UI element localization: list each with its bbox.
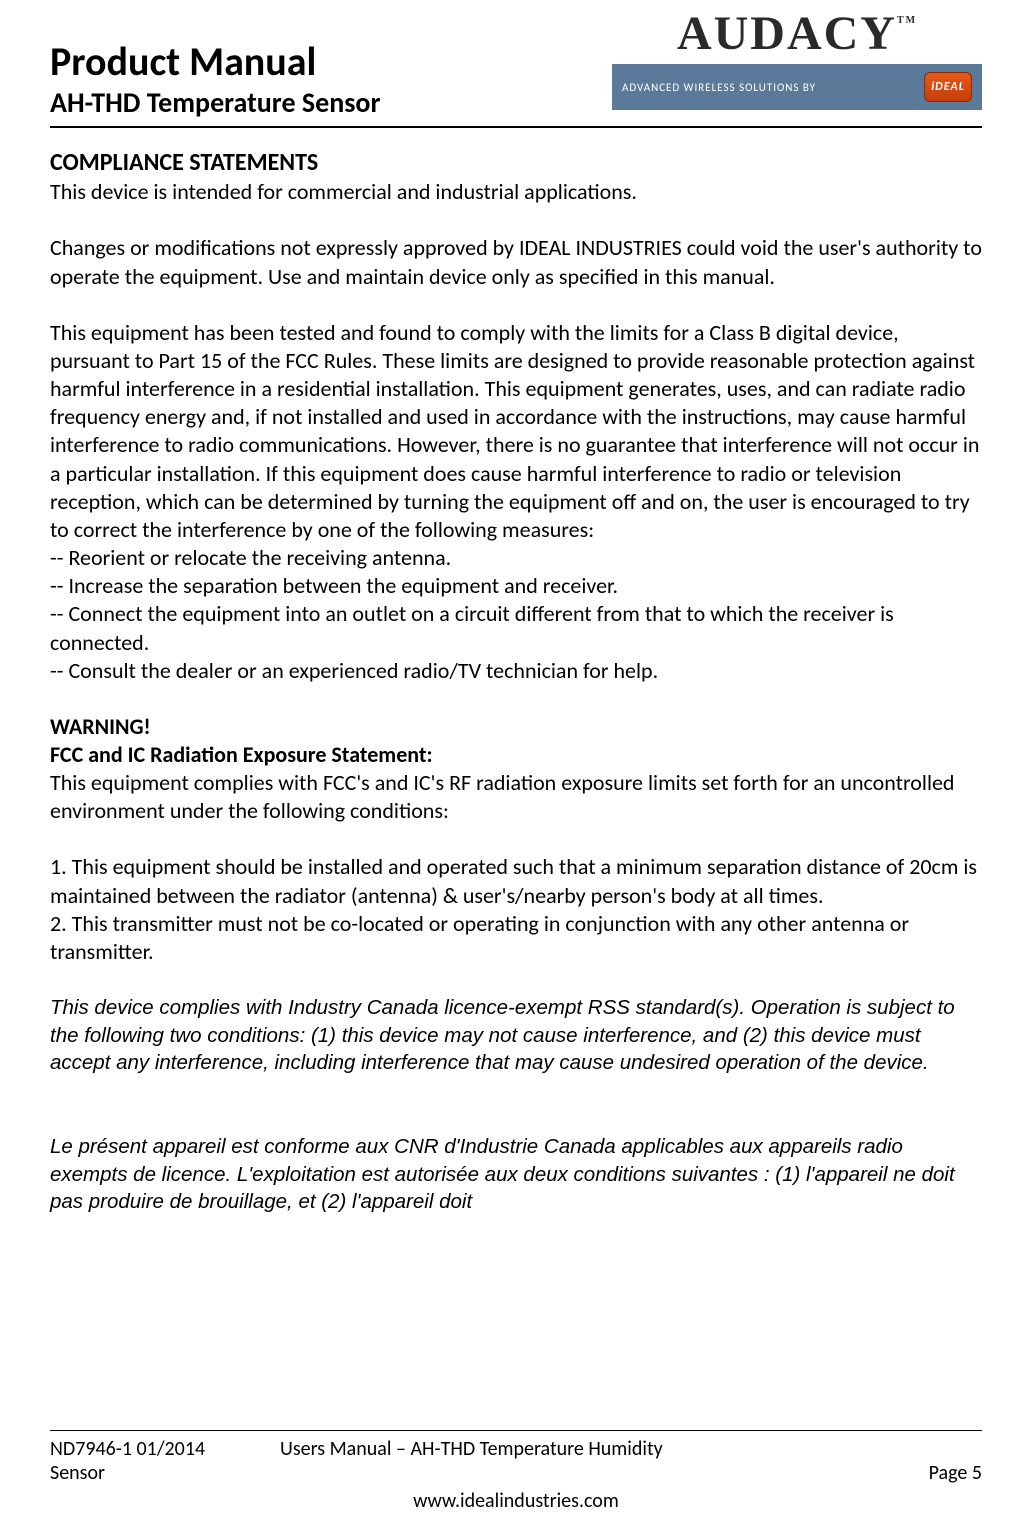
- document-title: Product Manual: [50, 40, 380, 84]
- footer-manual-title: Users Manual – AH-THD Temperature Humidi…: [280, 1437, 663, 1461]
- logo-brand-text: AUDACYTM: [612, 10, 982, 58]
- ic-statement-french: Le présent appareil est conforme aux CNR…: [50, 1133, 982, 1216]
- ic-statement-english: This device complies with Industry Canad…: [50, 994, 982, 1077]
- footer-url: www.idealindustries.com: [50, 1489, 982, 1513]
- footer-doc-id: ND7946-1 01/2014: [50, 1437, 280, 1461]
- section-heading: COMPLIANCE STATEMENTS: [50, 148, 982, 179]
- bullet-3: -- Connect the equipment into an outlet …: [50, 600, 982, 656]
- fcc-ic-paragraph: This equipment complies with FCC's and I…: [50, 769, 982, 825]
- footer-row: ND7946-1 01/2014 Users Manual – AH-THD T…: [50, 1437, 982, 1485]
- logo-tagline-bar: ADVANCED WIRELESS SOLUTIONS BY iDEAL: [612, 64, 982, 110]
- footer-left-block: ND7946-1 01/2014 Users Manual – AH-THD T…: [50, 1437, 663, 1485]
- numbered-1: 1. This equipment should be installed an…: [50, 853, 982, 909]
- paragraph-intro: This device is intended for commercial a…: [50, 178, 982, 206]
- fcc-ic-heading: FCC and IC Radiation Exposure Statement:: [50, 741, 982, 769]
- warning-heading: WARNING!: [50, 713, 982, 741]
- bullet-4: -- Consult the dealer or an experienced …: [50, 657, 982, 685]
- bullet-1: -- Reorient or relocate the receiving an…: [50, 544, 982, 572]
- page-header: Product Manual AH-THD Temperature Sensor…: [50, 10, 982, 128]
- footer-sensor-word: Sensor: [50, 1461, 663, 1485]
- header-titles: Product Manual AH-THD Temperature Sensor: [50, 10, 380, 120]
- bullet-2: -- Increase the separation between the e…: [50, 572, 982, 600]
- brand-logo: AUDACYTM ADVANCED WIRELESS SOLUTIONS BY …: [612, 10, 982, 110]
- document-subtitle: AH-THD Temperature Sensor: [50, 86, 380, 120]
- footer-page-number: Page 5: [882, 1437, 982, 1485]
- page-content: COMPLIANCE STATEMENTS This device is int…: [50, 148, 982, 1217]
- page-footer: ND7946-1 01/2014 Users Manual – AH-THD T…: [50, 1430, 982, 1513]
- logo-brand-name: AUDACY: [677, 7, 897, 60]
- logo-tagline-text: ADVANCED WIRELESS SOLUTIONS BY: [622, 81, 816, 94]
- numbered-2: 2. This transmitter must not be co-locat…: [50, 910, 982, 966]
- ideal-badge-icon: iDEAL: [924, 72, 972, 102]
- paragraph-changes: Changes or modifications not expressly a…: [50, 234, 982, 290]
- paragraph-fcc-part15: This equipment has been tested and found…: [50, 319, 982, 544]
- logo-trademark: TM: [897, 15, 917, 26]
